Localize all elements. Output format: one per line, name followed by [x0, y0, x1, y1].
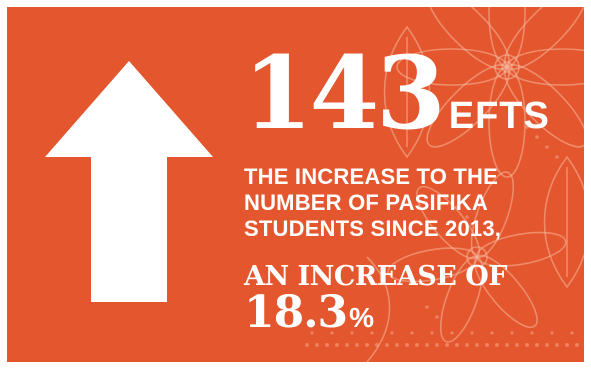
stat-card: 143 EFTS THE INCREASE TO THE NUMBER OF PA…: [7, 7, 584, 362]
floral-tapa-pattern: [305, 7, 584, 362]
stat-unit: EFTS: [448, 95, 550, 137]
up-arrow-icon: [45, 61, 213, 302]
increase-emphasis: AN INCREASE OF 18.3%: [244, 263, 507, 340]
description-line: THE INCREASE TO THE: [244, 164, 498, 189]
increase-unit: %: [349, 302, 375, 333]
description-line: NUMBER OF PASIFIKA: [244, 190, 488, 215]
description-line: STUDENTS SINCE 2013,: [244, 216, 502, 241]
stat-number: 143: [243, 34, 446, 152]
headline: 143 EFTS: [243, 43, 550, 143]
increase-value-line: 18.3%: [244, 291, 507, 340]
increase-lead: AN INCREASE OF: [244, 261, 507, 292]
description: THE INCREASE TO THE NUMBER OF PASIFIKA S…: [244, 164, 501, 242]
increase-value: 18.3: [244, 287, 348, 338]
